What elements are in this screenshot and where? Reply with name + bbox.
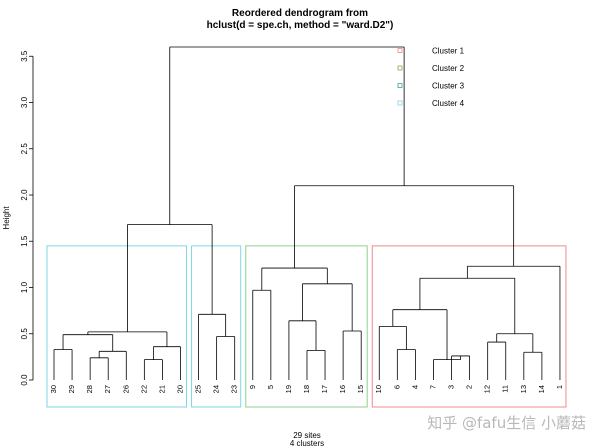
legend-entry: Cluster 1 (432, 47, 465, 56)
leaf-label: 19 (284, 385, 293, 393)
merge-a3 (98, 350, 127, 380)
merge-a6 (62, 334, 114, 352)
merge-d3 (396, 349, 416, 380)
merge-e2 (294, 185, 515, 269)
leaf-label: 25 (194, 385, 203, 393)
footer-clusters: 4 clusters (290, 439, 324, 448)
merge-d10 (466, 265, 561, 380)
cluster-box (191, 245, 242, 408)
y-tick-label: 3.5 (20, 50, 29, 62)
merge-b1 (216, 336, 236, 380)
legend-marker (397, 48, 403, 53)
y-tick-label: 0.0 (20, 374, 29, 386)
leaf-label: 7 (428, 385, 437, 389)
y-tick-label: 0.5 (20, 328, 29, 340)
leaf-label: 6 (392, 385, 401, 389)
merge-c2 (306, 349, 326, 380)
leaf-labels: 30 29 28 27 26 22 21 20 25 24 23 9 5 19 18 17 16 15 10 6 4 7 3… (49, 385, 564, 393)
merge-root (169, 46, 405, 225)
leaf-label: 10 (374, 385, 383, 393)
leaf-label: 14 (537, 385, 546, 393)
leaf-label: 21 (157, 385, 166, 393)
merge-b2 (198, 313, 227, 380)
cluster-box (371, 245, 567, 408)
merge-a2 (89, 357, 109, 380)
legend-entry: Cluster 2 (432, 64, 465, 73)
cluster-boxes (46, 245, 567, 408)
footer-sites: 29 sites (293, 431, 321, 440)
cluster-box (46, 245, 187, 408)
merge-c6 (261, 267, 328, 291)
leaf-label: 23 (230, 385, 239, 393)
leaf-label: 12 (483, 385, 492, 393)
merge-d5 (392, 309, 448, 360)
leaf-label: 15 (356, 385, 365, 393)
merge-d6 (487, 341, 507, 380)
leaf-label: 18 (302, 385, 311, 393)
y-tick-label: 1.0 (20, 281, 29, 293)
leaf-label: 3 (447, 385, 456, 389)
leaf-label: 16 (338, 385, 347, 393)
merge-d4 (378, 325, 407, 380)
leaf-label: 28 (85, 385, 94, 393)
leaf-label: 30 (49, 385, 58, 393)
leaf-label: 2 (465, 385, 474, 389)
merge-c5 (302, 283, 353, 331)
leaf-label: 24 (212, 385, 221, 393)
merge-c1 (252, 289, 272, 380)
leaf-label: 9 (248, 385, 257, 389)
leaf-label: 5 (266, 385, 275, 389)
legend: Cluster 1 Cluster 2 Cluster 3 Cluster 4 (397, 47, 465, 108)
y-tick-label: 2.0 (20, 189, 29, 201)
legend-marker (397, 65, 403, 71)
merge-d7 (523, 351, 543, 380)
cluster-box (245, 245, 368, 408)
merge-a1 (143, 359, 163, 380)
legend-entry: Cluster 3 (432, 82, 465, 91)
dendrogram-tree (53, 46, 561, 380)
legend-marker (397, 83, 403, 88)
chart-title-line2: hclust(d = spe.ch, method = "ward.D2") (207, 20, 394, 31)
leaf-label: 1 (555, 385, 564, 389)
y-axis: 0.0 0.5 1.0 1.5 2.0 2.5 3.0 3.5 (20, 50, 34, 386)
legend-marker (397, 100, 403, 106)
leaf-label: 17 (320, 385, 329, 393)
leaf-label: 26 (121, 385, 130, 393)
leaf-label: 11 (501, 385, 510, 393)
leaf-label: 13 (519, 385, 528, 393)
watermark-text: 知乎 @fafu生信 小蘑菇 (427, 414, 586, 432)
y-axis-label: Height (2, 206, 11, 230)
y-tick-label: 3.0 (20, 96, 29, 108)
y-tick-label: 1.5 (20, 235, 29, 247)
merge-a7 (87, 331, 168, 347)
merge-a4 (53, 349, 73, 380)
leaf-label: 4 (410, 385, 419, 389)
merge-d9 (419, 277, 516, 334)
y-tick-label: 2.5 (20, 143, 29, 155)
leaf-label: 22 (139, 385, 148, 393)
legend-entry: Cluster 4 (432, 99, 465, 108)
leaf-label: 27 (103, 385, 112, 393)
merge-e1 (127, 224, 213, 332)
leaf-label: 20 (175, 385, 184, 393)
chart-title-line1: Reordered dendrogram from (232, 8, 368, 19)
leaf-label: 29 (67, 385, 76, 393)
merge-c4 (342, 330, 362, 380)
merge-d8 (496, 333, 534, 353)
merge-a5 (152, 346, 181, 380)
